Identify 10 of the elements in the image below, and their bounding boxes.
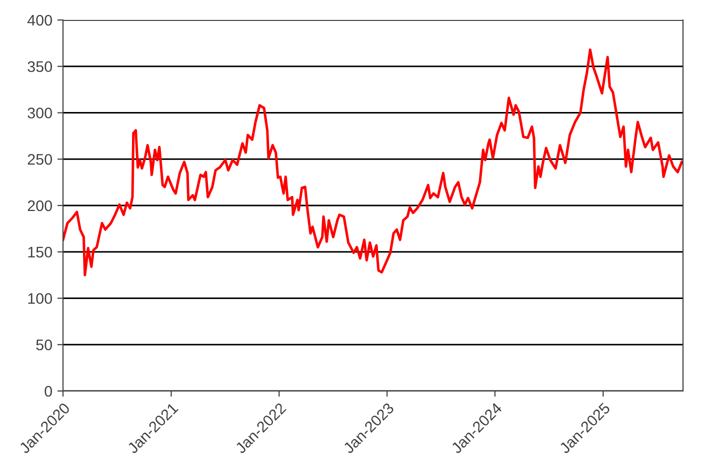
y-tick-label: 250: [28, 154, 52, 165]
line-series: [63, 48, 683, 276]
y-tick-label: 200: [28, 200, 52, 212]
y-tick-label: 400: [27, 14, 52, 26]
y-tick-label: 100: [28, 293, 52, 304]
y-tick-label: 50: [36, 339, 52, 350]
y-tick-label: 0: [44, 386, 52, 397]
y-tick-label: 300: [28, 108, 52, 118]
y-tick-label: 350: [28, 61, 52, 72]
y-tick-label: 150: [28, 246, 52, 258]
